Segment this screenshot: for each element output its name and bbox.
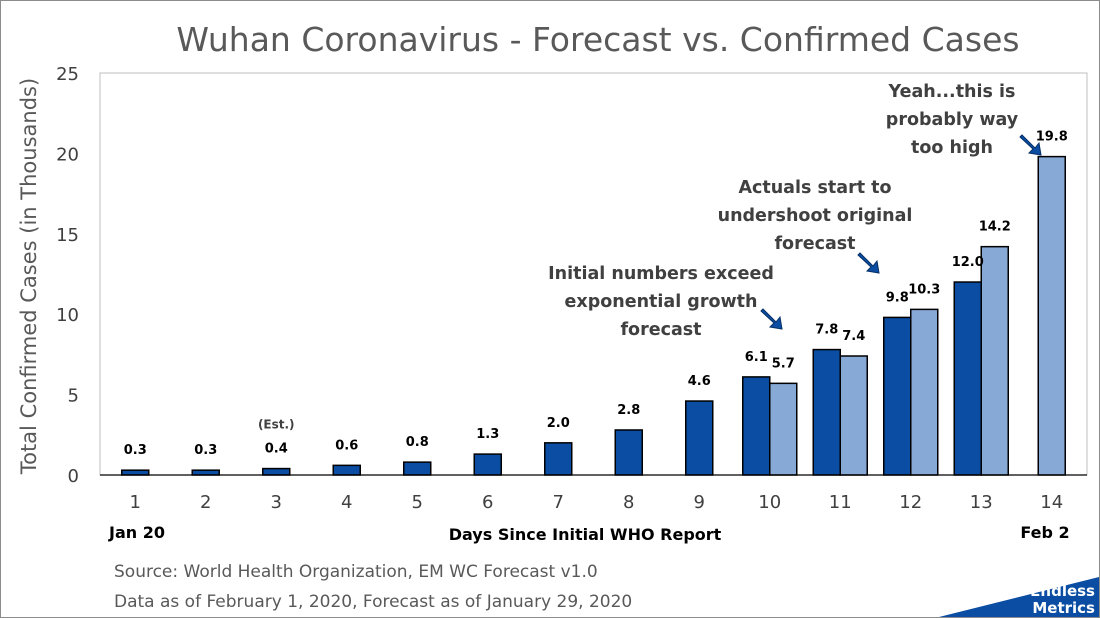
annotation-2-line-3: forecast <box>774 234 855 254</box>
data-label: 2.0 <box>547 416 570 431</box>
x-tick-label: 3 <box>271 492 282 513</box>
data-label: 14.2 <box>979 220 1011 235</box>
source-line-2: Data as of February 1, 2020, Forecast as… <box>114 592 632 612</box>
start-date-label: Jan 20 <box>108 523 165 542</box>
bar-confirmed <box>883 316 912 476</box>
x-tick-label: 11 <box>829 492 852 513</box>
annotation-3-line-3: too high <box>911 138 993 158</box>
bar-confirmed <box>812 348 841 476</box>
data-label: 0.3 <box>124 443 147 458</box>
annotation-too-high: Yeah...this is probably way too high <box>886 82 1042 158</box>
bar-confirmed <box>614 429 643 476</box>
x-tick-label: 1 <box>130 492 141 513</box>
bar-confirmed <box>544 442 573 476</box>
annotation-3-line-2: probably way <box>886 110 1019 130</box>
bar-confirmed <box>403 461 432 476</box>
y-tick-label: 10 <box>56 305 79 326</box>
bar-confirmed <box>473 453 502 476</box>
x-tick-label: 8 <box>623 492 634 513</box>
bar-confirmed <box>262 467 291 476</box>
bar-confirmed <box>953 281 982 476</box>
annotation-1-arrow <box>760 308 783 330</box>
bar-confirmed <box>121 469 150 476</box>
x-tick-label: 4 <box>341 492 352 513</box>
annotation-1-line-2: exponential growth <box>565 292 758 312</box>
x-tick-label: 9 <box>694 492 705 513</box>
annotation-3-arrow <box>1019 134 1042 156</box>
x-tick-label: 5 <box>412 492 423 513</box>
logo-triangle <box>939 577 1099 617</box>
x-tick-label: 6 <box>482 492 493 513</box>
data-label: 19.8 <box>1036 130 1068 145</box>
bar-confirmed <box>191 469 220 476</box>
end-date-label: Feb 2 <box>1020 523 1069 542</box>
bar-forecast <box>1037 155 1066 476</box>
x-tick-label: 2 <box>200 492 211 513</box>
bar-forecast <box>769 382 798 476</box>
y-tick-label: 25 <box>56 64 79 85</box>
data-label: 2.8 <box>617 403 640 418</box>
source-line-1: Source: World Health Organization, EM WC… <box>114 562 598 582</box>
bar-confirmed <box>742 376 771 476</box>
x-tick-label: 12 <box>899 492 922 513</box>
data-label: 7.8 <box>815 323 838 338</box>
bars <box>100 155 1087 476</box>
annotation-2-line-2: undershoot original <box>718 206 913 226</box>
annotation-initial-numbers: Initial numbers exceed exponential growt… <box>548 264 783 340</box>
x-tick-label: 7 <box>553 492 564 513</box>
data-label: 4.6 <box>688 374 711 389</box>
bar-forecast <box>910 308 939 476</box>
bar-forecast <box>839 355 868 476</box>
annotation-2-arrow <box>857 252 880 274</box>
x-tick-label: 14 <box>1040 492 1063 513</box>
y-tick-label: 20 <box>56 144 79 165</box>
data-label: 6.1 <box>745 350 768 365</box>
y-axis-ticks: 0 5 10 15 20 25 <box>56 64 79 487</box>
y-tick-label: 15 <box>56 225 79 246</box>
chart-title: Wuhan Coronavirus - Forecast vs. Confirm… <box>176 20 1019 59</box>
bar-confirmed <box>685 400 714 476</box>
data-label: 12.0 <box>952 255 984 270</box>
data-labels: 0.3 0.3 0.4 0.6 0.8 1.3 2.0 2.8 4.6 6.1 5.7 7.8 7.4 9… <box>124 130 1068 459</box>
bar-confirmed <box>332 464 361 476</box>
y-tick-label: 0 <box>68 466 79 487</box>
annotation-1-line-3: forecast <box>620 320 701 340</box>
estimate-note: (Est.) <box>258 418 295 432</box>
logo-line-2: Metrics <box>1032 599 1095 617</box>
x-axis-title: Days Since Initial WHO Report <box>449 525 722 544</box>
logo-line-1: Endless <box>1030 582 1095 600</box>
x-tick-label: 13 <box>970 492 993 513</box>
y-axis-title: Total Confirmed Cases (in Thousands) <box>17 78 41 475</box>
data-label: 7.4 <box>842 329 865 344</box>
data-label: 0.3 <box>194 443 217 458</box>
x-tick-label: 10 <box>758 492 781 513</box>
data-label: 0.4 <box>265 442 288 457</box>
annotation-1-line-1: Initial numbers exceed <box>548 264 774 284</box>
annotation-actuals-undershoot: Actuals start to undershoot original for… <box>718 178 913 274</box>
y-tick-label: 5 <box>68 386 79 407</box>
data-label: 9.8 <box>886 290 909 305</box>
data-label: 5.7 <box>772 356 795 371</box>
bar-forecast <box>980 245 1009 476</box>
endless-metrics-logo: Endless Metrics <box>939 577 1099 617</box>
data-label: 10.3 <box>908 282 940 297</box>
annotation-3-line-1: Yeah...this is <box>888 82 1016 102</box>
annotation-2-line-1: Actuals start to <box>738 178 891 198</box>
data-label: 0.8 <box>406 435 429 450</box>
data-label: 0.6 <box>335 438 358 453</box>
data-label: 1.3 <box>476 427 499 442</box>
x-axis-ticks: 1 2 3 4 5 6 7 8 9 10 11 12 13 14 <box>130 492 1064 513</box>
